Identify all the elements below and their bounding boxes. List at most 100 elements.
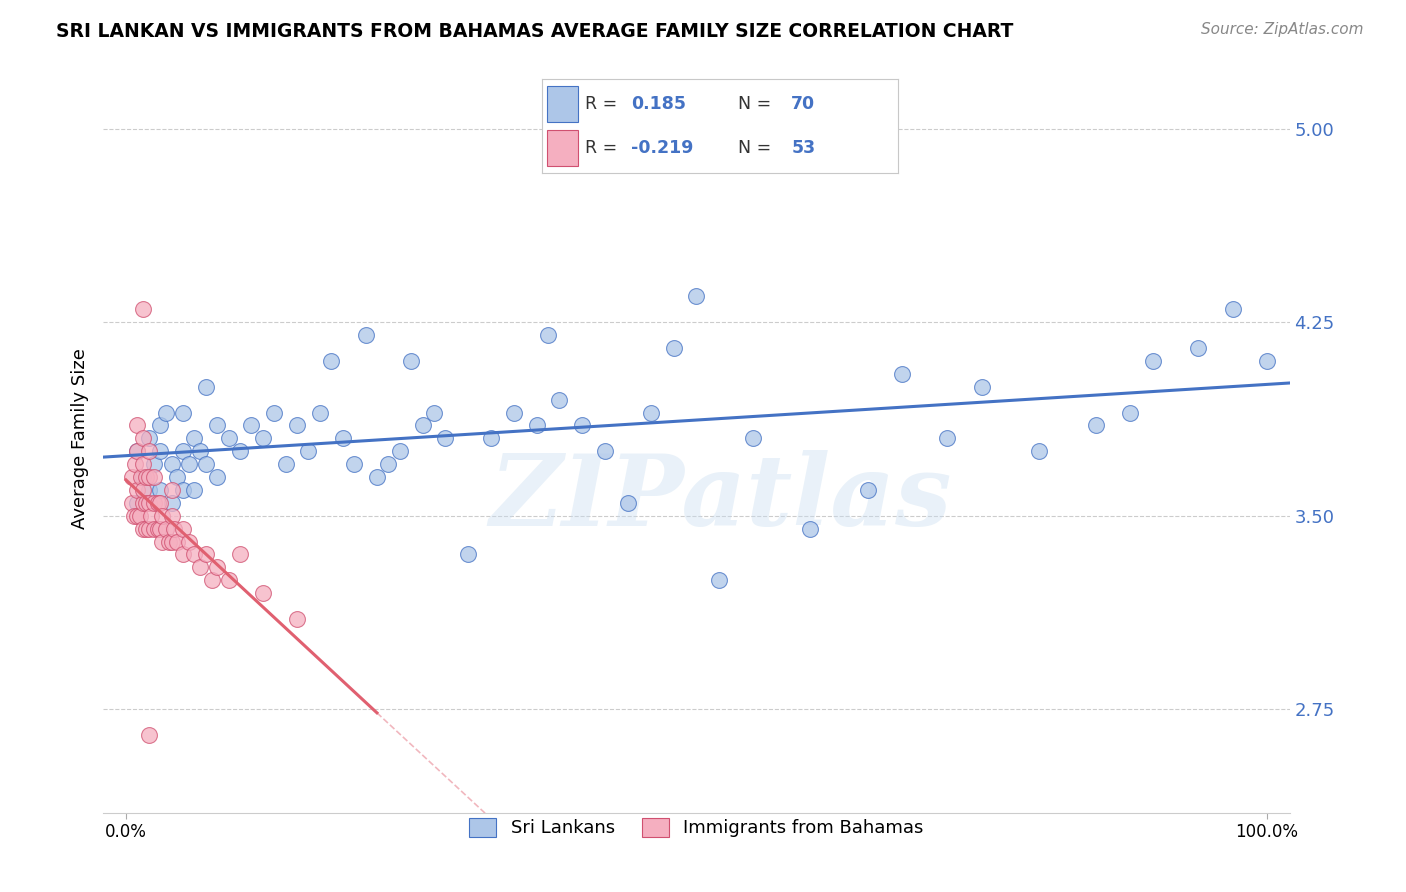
Point bbox=[502, 405, 524, 419]
Point bbox=[188, 560, 211, 574]
Point bbox=[274, 457, 297, 471]
Point bbox=[149, 444, 172, 458]
Point bbox=[240, 418, 263, 433]
Point bbox=[412, 418, 434, 433]
Point bbox=[183, 483, 205, 497]
Text: Source: ZipAtlas.com: Source: ZipAtlas.com bbox=[1201, 22, 1364, 37]
Point bbox=[132, 431, 155, 445]
Point bbox=[132, 302, 155, 317]
Point bbox=[183, 548, 205, 562]
Point bbox=[1119, 405, 1142, 419]
Point bbox=[200, 574, 222, 588]
Point bbox=[155, 522, 177, 536]
Point bbox=[172, 522, 194, 536]
Point bbox=[127, 418, 149, 433]
Point bbox=[218, 431, 240, 445]
Point bbox=[526, 418, 548, 433]
Point bbox=[309, 405, 332, 419]
Point bbox=[146, 496, 169, 510]
Point bbox=[377, 457, 399, 471]
Point bbox=[1222, 302, 1244, 317]
Point bbox=[571, 418, 593, 433]
Point bbox=[143, 522, 166, 536]
Point bbox=[856, 483, 879, 497]
Point bbox=[138, 522, 160, 536]
Point bbox=[152, 534, 174, 549]
Point bbox=[640, 405, 662, 419]
Point bbox=[172, 483, 194, 497]
Text: SRI LANKAN VS IMMIGRANTS FROM BAHAMAS AVERAGE FAMILY SIZE CORRELATION CHART: SRI LANKAN VS IMMIGRANTS FROM BAHAMAS AV… bbox=[56, 22, 1014, 41]
Point bbox=[138, 483, 160, 497]
Point bbox=[127, 444, 149, 458]
Point bbox=[388, 444, 411, 458]
Point bbox=[537, 328, 560, 343]
Point bbox=[332, 431, 354, 445]
Point bbox=[1256, 354, 1278, 368]
Point bbox=[205, 470, 228, 484]
Point bbox=[138, 728, 160, 742]
Point bbox=[146, 522, 169, 536]
Point bbox=[172, 444, 194, 458]
Point bbox=[129, 470, 152, 484]
Point bbox=[160, 483, 183, 497]
Point bbox=[149, 522, 172, 536]
Point bbox=[662, 341, 685, 355]
Point bbox=[229, 548, 252, 562]
Point bbox=[127, 444, 149, 458]
Point bbox=[132, 522, 155, 536]
Point bbox=[1028, 444, 1050, 458]
Point bbox=[285, 612, 308, 626]
Point bbox=[1084, 418, 1107, 433]
Point bbox=[122, 508, 145, 523]
Point bbox=[132, 470, 155, 484]
Point bbox=[205, 560, 228, 574]
Point bbox=[166, 534, 188, 549]
Point bbox=[143, 496, 166, 510]
Point bbox=[166, 470, 188, 484]
Point bbox=[163, 522, 186, 536]
Point bbox=[366, 470, 388, 484]
Point bbox=[160, 496, 183, 510]
Point bbox=[160, 457, 183, 471]
Point bbox=[252, 586, 274, 600]
Point bbox=[157, 534, 180, 549]
Point bbox=[160, 534, 183, 549]
Point bbox=[172, 548, 194, 562]
Point bbox=[742, 431, 765, 445]
Point bbox=[139, 508, 162, 523]
Point bbox=[155, 405, 177, 419]
Point bbox=[177, 534, 200, 549]
Point bbox=[127, 508, 149, 523]
Point bbox=[149, 418, 172, 433]
Point bbox=[160, 508, 183, 523]
Point bbox=[143, 470, 166, 484]
Point bbox=[188, 444, 211, 458]
Point bbox=[218, 574, 240, 588]
Point bbox=[132, 483, 155, 497]
Point bbox=[138, 431, 160, 445]
Point bbox=[172, 405, 194, 419]
Point bbox=[121, 496, 143, 510]
Point bbox=[121, 470, 143, 484]
Point bbox=[127, 496, 149, 510]
Point bbox=[617, 496, 640, 510]
Point bbox=[457, 548, 479, 562]
Point bbox=[297, 444, 319, 458]
Point bbox=[479, 431, 502, 445]
Point bbox=[132, 457, 155, 471]
Point bbox=[593, 444, 616, 458]
Point bbox=[152, 508, 174, 523]
Point bbox=[685, 289, 707, 303]
Point bbox=[135, 496, 157, 510]
Point bbox=[127, 483, 149, 497]
Point bbox=[177, 457, 200, 471]
Point bbox=[1187, 341, 1209, 355]
Point bbox=[799, 522, 821, 536]
Point bbox=[138, 496, 160, 510]
Point bbox=[354, 328, 377, 343]
Point bbox=[194, 380, 217, 394]
Point bbox=[263, 405, 285, 419]
Point bbox=[149, 483, 172, 497]
Point bbox=[548, 392, 571, 407]
Point bbox=[229, 444, 252, 458]
